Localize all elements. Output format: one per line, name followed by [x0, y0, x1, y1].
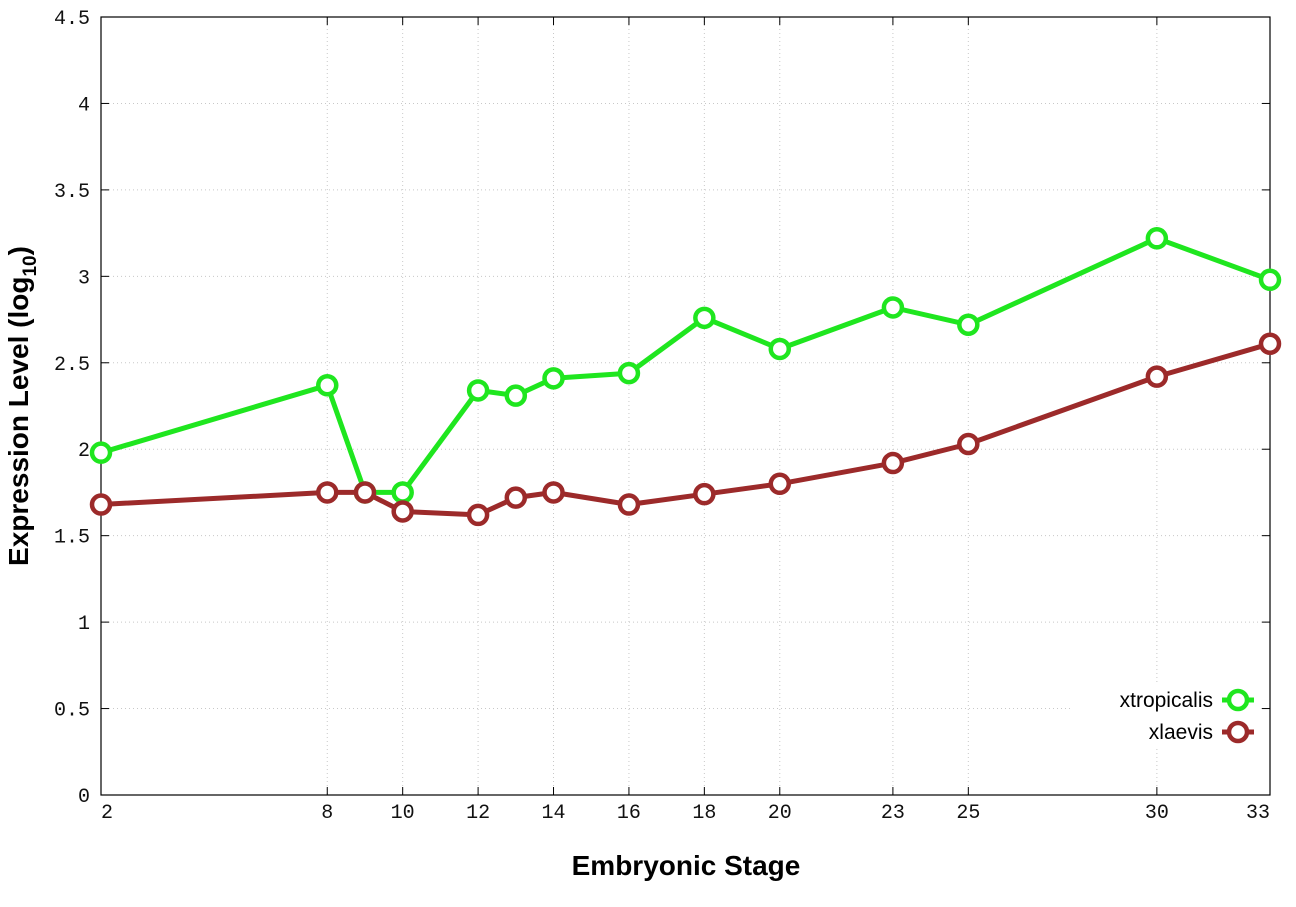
data-point [617, 493, 641, 516]
y-tick-label: 3.5 [54, 181, 90, 204]
x-tick-label: 2 [101, 802, 113, 825]
data-point [89, 441, 113, 464]
series-xlaevis [89, 332, 1282, 527]
data-point [881, 296, 905, 319]
x-tick-label: 16 [617, 802, 641, 825]
data-point [768, 472, 792, 496]
x-tick-label: 20 [768, 802, 792, 825]
data-point [957, 313, 980, 336]
y-tick-label: 4 [78, 94, 90, 117]
data-point [391, 481, 414, 504]
x-tick-label: 18 [692, 802, 716, 825]
x-tick-label: 12 [466, 802, 490, 825]
data-point [881, 451, 905, 475]
y-tick-label: 4.5 [54, 8, 90, 31]
series-xtropicalis [89, 227, 1282, 504]
legend-label: xtropicalis [1120, 689, 1213, 712]
legend-item: xtropicalis [1120, 688, 1254, 712]
x-axis-title: Embryonic Stage [572, 850, 801, 881]
x-tick-label: 8 [321, 802, 333, 825]
series-line [100, 341, 1271, 518]
data-point [693, 482, 716, 506]
y-tick-label: 1.5 [54, 527, 90, 550]
data-point [1258, 332, 1282, 356]
y-tick-label: 0.5 [54, 700, 90, 723]
data-point [316, 481, 339, 504]
legend: xtropicalis xlaevis [1072, 684, 1258, 748]
data-point [466, 503, 490, 527]
data-point [1258, 268, 1282, 292]
legend-label: xlaevis [1149, 721, 1213, 744]
x-tick-label: 23 [881, 802, 905, 825]
legend-marker [1226, 688, 1250, 712]
x-tick-label: 33 [1246, 802, 1270, 825]
data-point [693, 306, 716, 330]
x-tick-label: 14 [542, 802, 566, 825]
data-point [542, 481, 565, 504]
y-axis-title-subscript: 10 [20, 255, 41, 276]
plot-frame [100, 16, 1271, 796]
y-tick-label: 1 [78, 613, 90, 636]
x-tick-label: 30 [1145, 802, 1169, 825]
axis-ticks [100, 16, 1271, 796]
y-tick-label: 2.5 [54, 354, 90, 377]
grid-lines [101, 17, 1270, 795]
data-point [504, 384, 528, 407]
data-point [1145, 227, 1169, 250]
y-axis-title: Expression Level (log10) [3, 246, 41, 566]
x-tick-labels: 2 8 10 12 14 16 18 20 23 25 30 33 [101, 802, 1270, 825]
data-point [353, 481, 377, 504]
data-point [617, 361, 641, 385]
y-axis-title-suffix: ) [3, 246, 34, 255]
y-tick-label: 0 [78, 786, 90, 809]
data-point [768, 337, 792, 361]
y-tick-labels: 0 0.5 1 1.5 2 2.5 3 3.5 4 4.5 [54, 8, 90, 809]
y-axis-title-main: Expression Level (log [3, 277, 34, 566]
data-point [89, 493, 113, 516]
y-tick-label: 2 [78, 440, 90, 463]
legend-marker [1226, 720, 1250, 744]
data-point [466, 379, 490, 402]
x-tick-label: 10 [391, 802, 415, 825]
legend-item: xlaevis [1149, 720, 1254, 744]
y-tick-label: 3 [78, 267, 90, 290]
data-point [316, 374, 339, 397]
x-tick-label: 25 [956, 802, 980, 825]
legend-background [1072, 684, 1258, 748]
series-group [89, 227, 1282, 527]
data-point [391, 500, 414, 523]
data-point [1145, 365, 1169, 388]
data-point [957, 432, 980, 456]
data-point [542, 367, 565, 390]
data-point [504, 486, 528, 509]
